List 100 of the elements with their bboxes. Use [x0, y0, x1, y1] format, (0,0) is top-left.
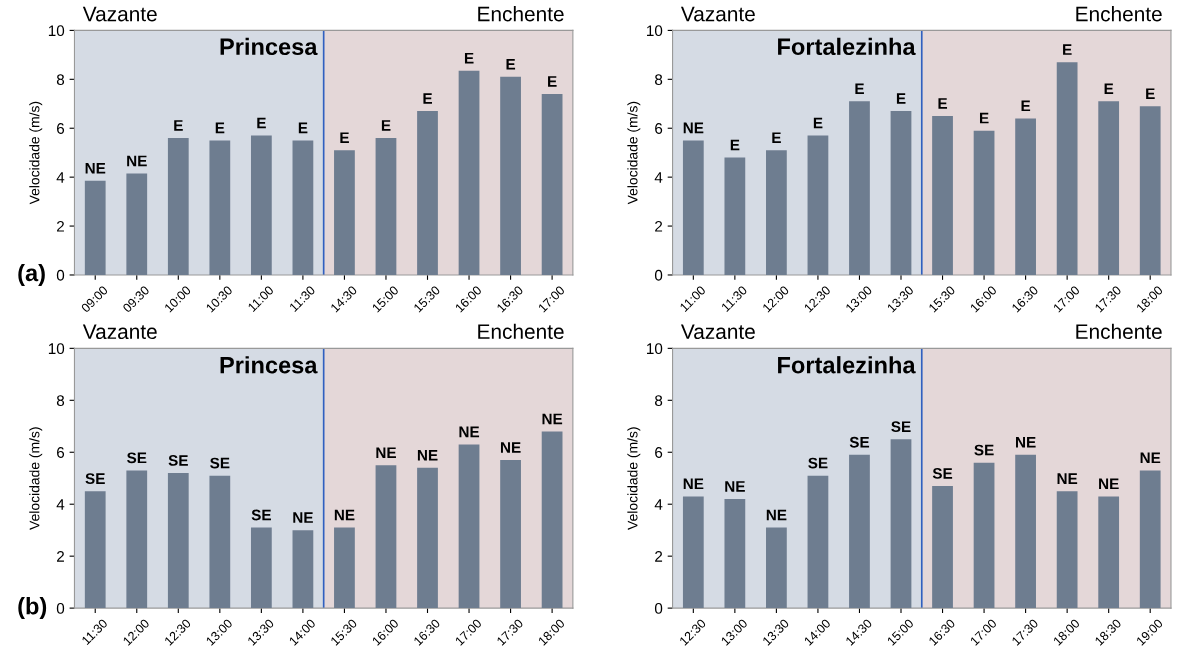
bar — [375, 465, 397, 609]
bar — [334, 527, 355, 609]
data-label: E — [381, 120, 391, 131]
y-tick-label: 0 — [56, 269, 65, 281]
y-tick-label: 6 — [655, 123, 663, 134]
y-tick-label: 4 — [56, 172, 65, 183]
text: (a) — [18, 263, 45, 286]
bar — [1098, 496, 1120, 609]
bar — [209, 475, 231, 609]
y-tick-label: 4 — [654, 172, 663, 183]
data-label: E — [938, 98, 948, 109]
y-tick-label: 2 — [655, 551, 663, 562]
data-label: NE — [542, 413, 563, 425]
data-label: E — [1063, 44, 1072, 55]
data-label: E — [174, 120, 183, 131]
data-label: SE — [849, 436, 870, 448]
data-label: NE — [1140, 452, 1161, 464]
data-label: NE — [127, 155, 147, 167]
bar — [417, 467, 438, 609]
bar — [724, 157, 746, 275]
bar — [1015, 454, 1036, 609]
bar — [973, 130, 995, 275]
data-label: E — [1104, 83, 1114, 94]
band-label: Enchente — [478, 323, 564, 340]
bar — [1098, 101, 1120, 275]
y-tick-label: 4 — [654, 499, 663, 510]
y-tick-label: 8 — [655, 395, 663, 406]
bar — [849, 101, 870, 275]
bar — [766, 150, 787, 275]
bar — [932, 116, 953, 275]
data-label: E — [772, 132, 781, 143]
bar — [682, 496, 704, 609]
y-tick-label: 10 — [48, 343, 65, 355]
bar — [682, 140, 704, 275]
chart-title: Princesa — [220, 356, 318, 374]
data-label: NE — [1016, 437, 1036, 448]
bar — [807, 475, 829, 609]
band-label: Enchente — [1076, 323, 1162, 340]
y-tick-label: 8 — [56, 74, 65, 86]
data-label: E — [813, 117, 823, 129]
bar — [766, 527, 787, 609]
data-label: E — [257, 117, 266, 129]
data-label: E — [215, 122, 225, 134]
data-label: NE — [1057, 473, 1078, 484]
data-label: E — [423, 93, 432, 104]
y-tick-label: 6 — [57, 447, 65, 458]
bar — [724, 499, 746, 609]
data-label: SE — [168, 455, 188, 466]
y-axis-title: Velocidade (m/s) — [29, 101, 43, 205]
y-tick-label: 8 — [655, 74, 663, 86]
data-label: SE — [808, 457, 828, 469]
data-label: NE — [683, 478, 704, 490]
y-tick-label: 6 — [655, 447, 663, 458]
bar — [458, 444, 480, 609]
y-axis-title: Velocidade (m/s) — [627, 427, 641, 530]
bar — [334, 150, 355, 275]
bar — [1015, 118, 1036, 275]
data-label: NE — [683, 122, 704, 134]
data-label: NE — [725, 481, 745, 492]
y-tick-label: 2 — [655, 220, 663, 232]
y-tick-label: 10 — [647, 25, 663, 37]
chart-title: Fortalezinha — [778, 356, 916, 374]
bar — [126, 173, 148, 275]
y-tick-label: 0 — [654, 269, 663, 281]
bar — [458, 70, 480, 275]
y-tick-label: 2 — [57, 220, 64, 232]
data-label: NE — [293, 512, 313, 523]
bar — [292, 530, 314, 609]
bar — [250, 135, 272, 275]
y-tick-label: 10 — [48, 25, 65, 37]
data-label: NE — [334, 509, 355, 521]
y-tick-label: 0 — [56, 602, 65, 614]
y-tick-label: 2 — [57, 551, 64, 562]
bar — [500, 460, 521, 609]
text: (b) — [18, 597, 47, 620]
y-axis-title: Velocidade (m/s) — [29, 427, 43, 530]
data-label: E — [1021, 100, 1031, 112]
bar — [890, 439, 912, 609]
y-axis-title: Velocidade (m/s) — [627, 101, 641, 205]
data-label: SE — [85, 473, 105, 485]
bar — [84, 180, 106, 275]
data-label: SE — [974, 444, 994, 456]
chart-title: Princesa — [220, 37, 318, 56]
bar — [541, 93, 563, 275]
bar — [1056, 62, 1078, 275]
bar — [973, 462, 995, 609]
data-label: E — [896, 93, 906, 104]
data-label: E — [730, 139, 740, 151]
data-label: E — [506, 59, 516, 70]
bar — [890, 111, 912, 275]
data-label: SE — [210, 457, 230, 469]
bar — [126, 470, 148, 609]
data-label: E — [340, 132, 349, 143]
bar — [250, 527, 272, 609]
bar — [849, 454, 870, 609]
bar — [1139, 470, 1161, 609]
band-label: Vazante — [82, 324, 157, 340]
y-tick-label: 0 — [654, 602, 663, 614]
bar — [500, 76, 521, 275]
band-label: Vazante — [680, 324, 755, 340]
